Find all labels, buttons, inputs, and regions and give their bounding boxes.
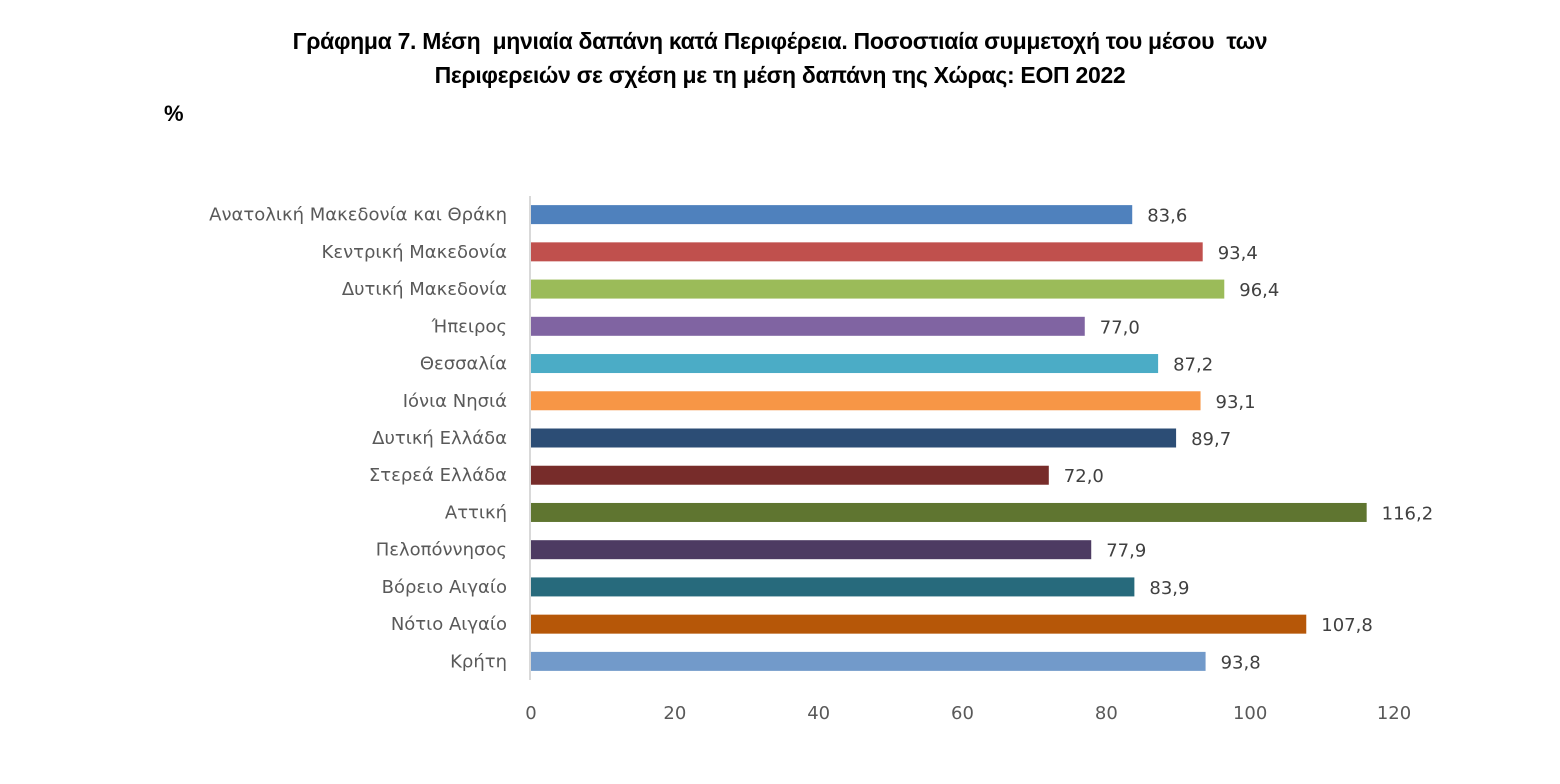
category-label: Βόρειο Αιγαίο	[382, 577, 507, 598]
value-label: 107,8	[1321, 615, 1373, 636]
category-label: Δυτική Μακεδονία	[342, 279, 507, 300]
x-tick-label: 40	[807, 703, 830, 724]
category-labels-group: Ανατολική Μακεδονία και Θράκη Κεντρική Μα…	[209, 205, 507, 673]
category-label: Πελοπόννησος	[376, 540, 507, 561]
x-tick-label: 0	[525, 703, 536, 724]
x-tick-label: 100	[1233, 703, 1267, 724]
chart-title-line-2: Περιφερειών σε σχέση με τη μέση δαπάνη τ…	[434, 62, 1126, 88]
x-tick-label: 20	[663, 703, 686, 724]
value-label: 93,8	[1221, 652, 1261, 673]
value-label: 83,6	[1147, 206, 1187, 227]
category-label: Νότιο Αιγαίο	[391, 614, 507, 635]
value-label: 77,0	[1100, 317, 1140, 338]
value-label: 72,0	[1064, 466, 1104, 487]
category-label: Ήπειρος	[431, 316, 507, 337]
x-tick-label: 60	[951, 703, 974, 724]
category-label: Κρήτη	[450, 651, 507, 672]
chart-title-line-1: Γράφημα 7. Μέση μηνιαία δαπάνη κατά Περι…	[292, 28, 1268, 54]
bar	[531, 614, 1307, 634]
category-label: Κεντρική Μακεδονία	[322, 242, 507, 263]
category-label: Θεσσαλία	[420, 354, 507, 375]
bar	[531, 316, 1085, 336]
bar	[531, 502, 1367, 522]
bar	[531, 465, 1049, 485]
category-label: Δυτική Ελλάδα	[372, 428, 507, 449]
bar	[531, 279, 1225, 299]
unit-label: %	[164, 101, 184, 126]
bar	[531, 428, 1177, 448]
value-label: 83,9	[1149, 578, 1189, 599]
bar	[531, 205, 1133, 225]
value-label: 93,1	[1216, 392, 1256, 413]
x-tick-label: 80	[1095, 703, 1118, 724]
bar	[531, 242, 1203, 262]
category-label: Αττική	[445, 502, 507, 523]
value-label: 96,4	[1239, 280, 1279, 301]
category-label: Ανατολική Μακεδονία και Θράκη	[209, 205, 507, 226]
bar	[531, 577, 1135, 597]
x-tick-label: 120	[1377, 703, 1411, 724]
value-labels-group: 83,6 93,4 96,4 77,0 87,293,1 89,7 72,0 116,2 77,…	[1064, 206, 1433, 674]
value-label: 77,9	[1106, 541, 1146, 562]
value-label: 89,7	[1191, 429, 1231, 450]
bar	[531, 651, 1206, 671]
category-label: Ιόνια Νησιά	[403, 391, 507, 412]
bar	[531, 354, 1159, 374]
bars-group	[531, 205, 1367, 671]
bar	[531, 391, 1201, 411]
value-label: 93,4	[1218, 243, 1258, 264]
bar	[531, 540, 1092, 560]
category-label: Στερεά Ελλάδα	[369, 465, 507, 486]
x-tick-labels-group: 0 20 40 60 80 100 120	[525, 703, 1411, 724]
value-label: 87,2	[1173, 355, 1213, 376]
value-label: 116,2	[1382, 503, 1434, 524]
